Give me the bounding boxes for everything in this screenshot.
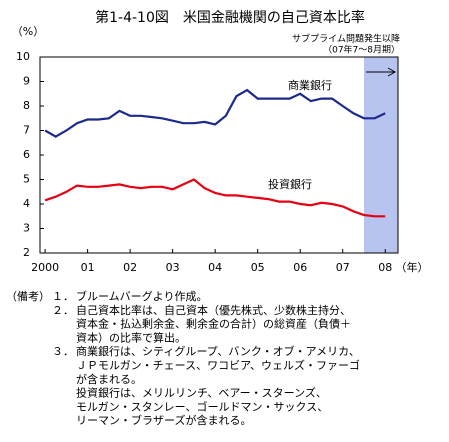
y-unit: （%） (12, 25, 44, 38)
notes-label: （備考） (6, 290, 50, 303)
y-tick-label: 10 (16, 50, 30, 63)
series-line (44, 178, 386, 218)
x-tick-label: 07 (336, 261, 350, 274)
note-line: 資本金・払込剰余金、剰余金の合計）の総資産（負債＋ (76, 317, 351, 331)
highlight-band (363, 57, 398, 253)
y-tick-label: 7 (23, 124, 30, 137)
note-line: 商業銀行は、シティグループ、バンク・オブ・アメリカ、 (76, 344, 360, 358)
highlight-label: サブプライム問題発生以降 (292, 33, 400, 45)
y-tick-label: 5 (23, 173, 30, 186)
note-line: 投資銀行は、メリルリンチ、ベアー・スターンズ、 (76, 386, 327, 400)
x-unit: （年） (396, 260, 429, 274)
x-tick-label: 08 (378, 261, 392, 274)
note-line: ＪＰモルガン・チェース、ワコビア、ウェルズ・ファーゴ (76, 358, 360, 372)
plot-frame (39, 56, 399, 254)
note-number: ２． (52, 304, 74, 317)
y-tick-label: 2 (23, 246, 30, 259)
note-line: が含まれる。 (76, 372, 142, 386)
series-line (44, 88, 386, 138)
x-tick-label: 02 (123, 261, 137, 274)
x-tick-label: 03 (166, 261, 180, 274)
note-number: １． (52, 290, 74, 303)
highlight-sublabel: （07年7～8月期） (323, 44, 400, 56)
y-tick-label: 8 (23, 99, 30, 112)
series-label: 商業銀行 (288, 78, 332, 92)
note-line: ブルームバーグより作成。 (76, 289, 207, 303)
note-number: ３． (52, 345, 74, 358)
x-tick-label: 2000 (31, 261, 59, 274)
chart-title: 第1-4-10図 米国金融機関の自己資本比率 (95, 9, 365, 26)
y-tick-label: 9 (23, 75, 30, 88)
note-line: 資本）の比率で算出。 (76, 330, 186, 344)
x-tick-label: 05 (251, 261, 265, 274)
y-tick-label: 4 (23, 197, 30, 210)
y-tick-label: 3 (23, 222, 30, 235)
x-tick-label: 06 (293, 261, 307, 274)
x-tick-label: 04 (208, 261, 222, 274)
note-line: 自己資本比率は、自己資本（優先株式、少数株主持分、 (76, 303, 351, 317)
highlight-arrowhead (387, 67, 397, 77)
x-tick-label: 01 (81, 261, 95, 274)
series-label: 投資銀行 (268, 177, 312, 191)
y-tick-label: 6 (23, 148, 30, 161)
note-line: モルガン・スタンレー、ゴールドマン・サックス、 (76, 399, 328, 413)
note-line: リーマン・ブラザーズが含まれる。 (76, 413, 251, 427)
